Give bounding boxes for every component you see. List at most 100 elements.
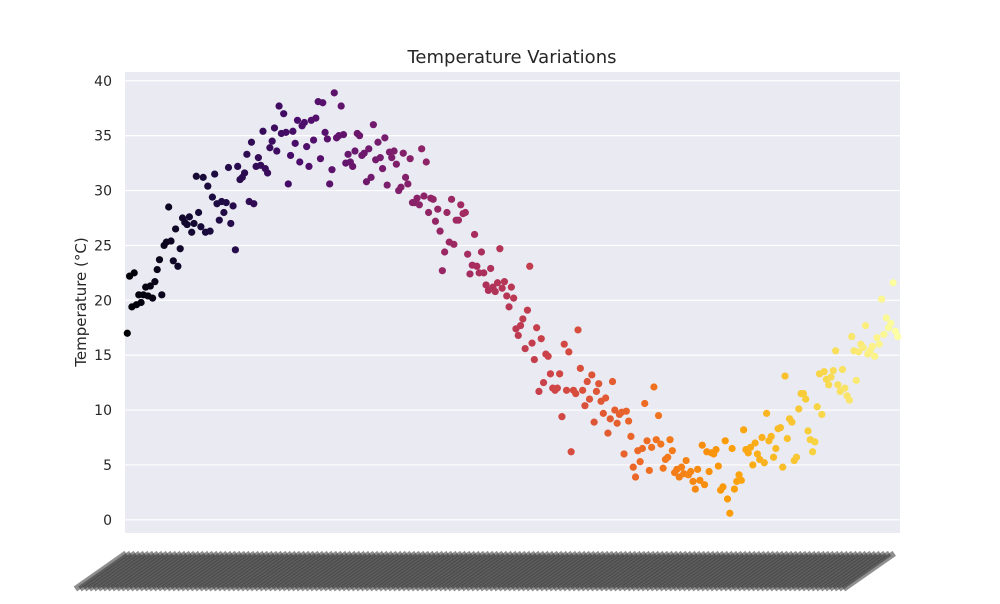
data-point: [300, 118, 308, 127]
data-point: [813, 403, 821, 411]
data-point: [146, 282, 154, 290]
data-point: [712, 445, 720, 454]
data-point: [309, 136, 318, 144]
data-point: [137, 298, 145, 307]
data-point: [558, 413, 566, 421]
data-point: [519, 315, 527, 323]
data-point: [158, 291, 166, 299]
data-point: [390, 147, 398, 155]
data-point: [859, 343, 867, 352]
data-point: [705, 467, 713, 476]
data-point: [282, 128, 290, 136]
data-point: [461, 208, 469, 217]
data-point: [401, 173, 410, 181]
data-point: [176, 245, 184, 253]
data-point: [523, 306, 532, 314]
y-axis-label: Temperature (°C): [72, 237, 90, 367]
data-point: [696, 476, 704, 484]
data-point: [464, 250, 472, 258]
data-point: [183, 220, 191, 229]
data-point: [533, 324, 541, 332]
data-points: [123, 89, 902, 517]
data-point: [730, 485, 739, 493]
data-point: [378, 164, 387, 173]
data-point: [355, 132, 364, 140]
data-point: [643, 437, 651, 445]
data-point: [222, 199, 230, 207]
data-point: [749, 461, 757, 469]
data-point: [450, 240, 458, 248]
data-point: [894, 332, 902, 341]
data-point: [650, 383, 658, 391]
data-point: [392, 160, 400, 168]
data-point: [204, 182, 212, 190]
data-point: [454, 216, 463, 224]
data-point: [369, 121, 377, 129]
data-point: [834, 381, 842, 389]
data-point: [599, 409, 607, 417]
data-point: [666, 436, 674, 444]
data-point: [689, 477, 697, 486]
data-point: [751, 439, 759, 447]
data-point: [305, 162, 313, 170]
data-point: [581, 402, 589, 410]
data-point: [516, 321, 525, 330]
data-point: [434, 205, 442, 213]
data-point: [530, 355, 538, 364]
data-point: [565, 348, 573, 356]
data-point: [220, 208, 228, 217]
data-point: [698, 441, 706, 449]
data-point: [505, 303, 513, 311]
data-point: [721, 437, 729, 445]
data-point: [266, 144, 274, 152]
data-point: [482, 281, 490, 289]
data-point: [438, 267, 446, 275]
data-point: [415, 201, 423, 209]
data-point: [388, 154, 396, 162]
data-point: [735, 471, 743, 479]
data-point: [169, 257, 177, 265]
data-point: [887, 319, 895, 327]
data-point: [719, 483, 727, 491]
data-point: [590, 418, 598, 426]
data-point: [500, 278, 509, 286]
data-point: [429, 195, 437, 203]
data-point: [728, 444, 736, 453]
data-point: [767, 432, 775, 441]
data-point: [804, 427, 812, 435]
data-point: [206, 227, 214, 235]
data-point: [664, 453, 672, 461]
data-point: [652, 436, 660, 444]
y-tick-label: 5: [103, 458, 112, 474]
data-point: [723, 495, 732, 503]
data-point: [171, 225, 180, 233]
data-point: [514, 331, 522, 340]
data-point: [868, 342, 877, 351]
data-point: [208, 193, 216, 201]
data-point: [638, 444, 647, 453]
data-point: [153, 265, 161, 274]
data-point: [227, 219, 235, 228]
data-point: [447, 195, 456, 203]
data-point: [197, 223, 205, 231]
data-point: [487, 264, 495, 273]
data-point: [677, 463, 686, 471]
data-point: [365, 145, 373, 153]
y-axis-ticks: 0 5 10 15 20 25 30 35 40: [94, 74, 112, 529]
data-point: [572, 390, 580, 398]
data-point: [337, 102, 345, 110]
data-point: [247, 138, 256, 146]
data-point: [659, 464, 667, 472]
data-point: [167, 237, 175, 245]
data-point: [585, 395, 594, 403]
data-point: [418, 145, 426, 153]
data-point: [424, 208, 433, 217]
data-point: [123, 329, 131, 337]
data-point: [687, 467, 695, 476]
data-point: [553, 384, 561, 392]
data-point: [544, 352, 552, 360]
data-point: [351, 147, 359, 155]
data-point: [436, 227, 444, 235]
y-tick-label: 0: [103, 513, 112, 529]
